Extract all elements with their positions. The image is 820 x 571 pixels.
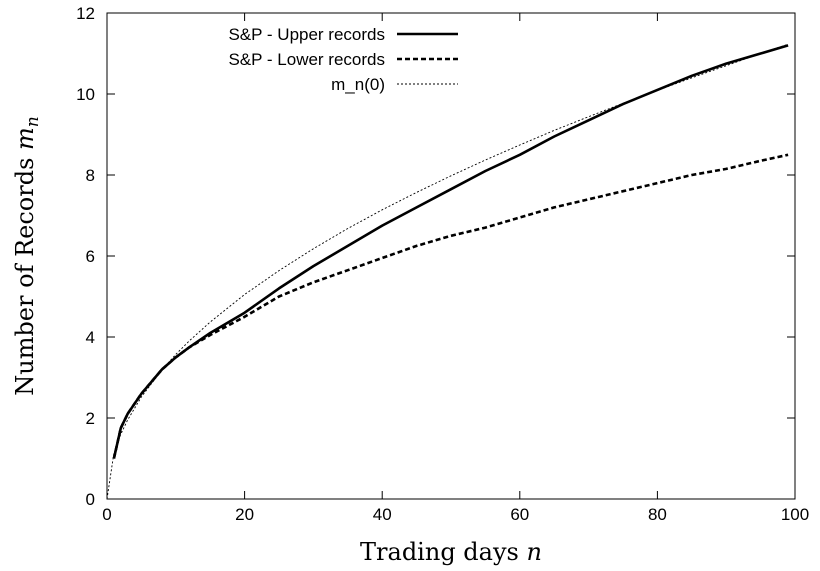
x-tick-label: 0 xyxy=(102,505,111,524)
legend-label: S&P - Upper records xyxy=(228,25,385,44)
y-axis-label: Number of Records mn xyxy=(11,116,43,396)
x-tick-label: 20 xyxy=(235,505,254,524)
plot-frame xyxy=(106,12,796,500)
series-layer xyxy=(106,43,789,500)
y-tick-label: 10 xyxy=(76,85,95,104)
x-axis-ticks: 0 20 40 60 80 100 xyxy=(102,13,809,524)
legend-label: S&P - Lower records xyxy=(228,50,385,69)
series-line-2 xyxy=(106,43,789,500)
series-line-1 xyxy=(112,153,789,459)
y-tick-label: 0 xyxy=(86,490,95,509)
y-tick-label: 6 xyxy=(86,247,95,266)
y-tick-label: 8 xyxy=(86,166,95,185)
y-tick-label: 4 xyxy=(86,328,95,347)
x-axis-label: Trading days n xyxy=(360,538,542,566)
series-line-0 xyxy=(112,44,789,459)
x-tick-label: 80 xyxy=(648,505,667,524)
y-tick-label: 2 xyxy=(86,409,95,428)
x-tick-label: 100 xyxy=(781,505,809,524)
x-tick-label: 60 xyxy=(510,505,529,524)
legend-label: m_n(0) xyxy=(331,75,385,94)
y-tick-label: 12 xyxy=(76,4,95,23)
x-tick-label: 40 xyxy=(373,505,392,524)
y-axis-ticks: 0 2 4 6 8 10 12 xyxy=(76,4,795,509)
legend: S&P - Upper records S&P - Lower records m_… xyxy=(228,25,458,94)
